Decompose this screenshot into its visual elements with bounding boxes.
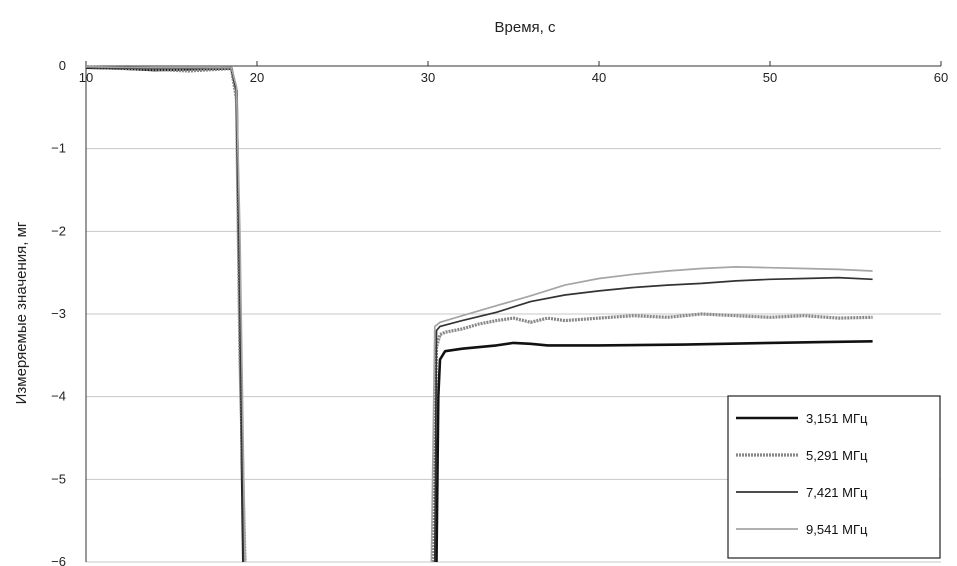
y-tick-label: −3 <box>51 306 66 321</box>
x-tick-label: 60 <box>934 70 948 85</box>
tick-labels: 0 −1 −2 −3 −4 −5 −6 10 20 30 40 50 60 <box>51 58 948 566</box>
x-tick-label: 20 <box>250 70 264 85</box>
y-tick-label: −2 <box>51 223 66 238</box>
x-tick-label: 30 <box>421 70 435 85</box>
x-tick-label: 40 <box>592 70 606 85</box>
series-line-3-segment-2 <box>433 276 873 563</box>
x-tick-label: 50 <box>763 70 777 85</box>
y-axis-title: Измеряемые значения, мг <box>13 221 30 404</box>
legend-entry-label: 9,541 МГц <box>806 522 868 537</box>
legend-entry-label: 5,291 МГц <box>806 448 868 463</box>
y-tick-label: −4 <box>51 389 66 404</box>
x-tick-label: 10 <box>79 70 93 85</box>
series-lines <box>85 65 873 563</box>
series-line-2-segment-2 <box>431 312 873 563</box>
series-line-3-segment-1 <box>85 66 245 563</box>
gridlines <box>86 148 941 563</box>
series-line-1-segment-2 <box>435 340 873 563</box>
legend: 3,151 МГц 5,291 МГц 7,421 МГц 9,541 МГц <box>727 395 941 559</box>
axes <box>85 61 942 562</box>
y-tick-label: −6 <box>51 554 66 566</box>
series-line-1-segment-1 <box>85 66 245 563</box>
x-axis-title: Время, с <box>495 19 556 36</box>
series-line-4-segment-1 <box>85 65 246 563</box>
legend-box <box>727 395 941 559</box>
y-tick-label: 0 <box>59 58 66 73</box>
series-line-4-segment-2 <box>430 266 873 563</box>
legend-entry-label: 7,421 МГц <box>806 485 868 500</box>
y-tick-label: −1 <box>51 141 66 156</box>
legend-entry-label: 3,151 МГц <box>806 411 868 426</box>
y-tick-label: −5 <box>51 471 66 486</box>
